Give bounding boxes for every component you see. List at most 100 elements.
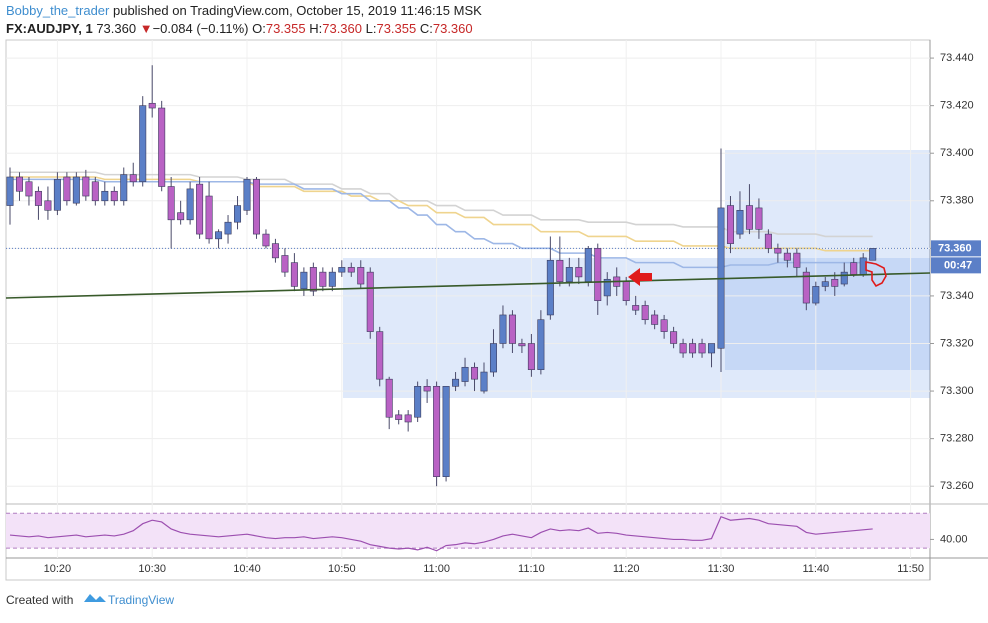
- candle-body: [603, 278, 611, 297]
- tv-logo: [84, 594, 106, 602]
- header: Bobby_the_trader published on TradingVie…: [6, 3, 482, 18]
- last-price-label: 73.360: [938, 242, 972, 254]
- candle-body: [423, 386, 431, 392]
- candle-body: [546, 259, 554, 316]
- y-tick-label: 73.280: [940, 433, 974, 445]
- candle-body: [215, 231, 223, 240]
- candle-body: [480, 371, 488, 392]
- x-tick-label: 10:30: [138, 563, 166, 575]
- candle-body: [129, 174, 137, 183]
- candle-body: [575, 267, 583, 278]
- hand-annotation[interactable]: [865, 261, 887, 288]
- candle-body: [414, 386, 422, 418]
- y-tick-label: 73.260: [940, 480, 974, 492]
- candle-body: [812, 286, 820, 304]
- y-tick-label: 73.420: [940, 100, 974, 112]
- y-tick-label: 73.400: [940, 147, 974, 159]
- candle-body: [25, 181, 33, 197]
- candle-body: [366, 271, 374, 332]
- candle-body: [632, 305, 640, 311]
- candle-body: [622, 281, 630, 301]
- candle-body: [271, 243, 279, 259]
- author[interactable]: Bobby_the_trader: [6, 3, 110, 18]
- candle-body: [224, 221, 232, 235]
- candle-body: [148, 102, 156, 109]
- h-value: 73.360: [322, 21, 362, 36]
- c-value: 73.360: [433, 21, 473, 36]
- x-tick-label: 11:40: [802, 563, 829, 575]
- price: 73.360: [96, 21, 136, 36]
- h-key: H:: [309, 21, 322, 36]
- candle-body: [120, 174, 128, 202]
- x-tick-label: 10:20: [44, 563, 72, 575]
- candle-body: [840, 271, 848, 285]
- candle-body: [404, 414, 412, 423]
- range-box[interactable]: [725, 150, 930, 370]
- trend-line[interactable]: [5, 272, 931, 299]
- candle-body: [44, 200, 52, 211]
- candle-body: [565, 267, 573, 282]
- candle-body: [110, 190, 118, 202]
- candle-body: [196, 183, 204, 235]
- change-arrow: ▼: [140, 21, 153, 36]
- candle-body: [205, 195, 213, 240]
- candle-body: [689, 343, 697, 354]
- candle-body: [376, 331, 384, 380]
- candle-body: [82, 176, 90, 197]
- candle-body: [243, 179, 251, 211]
- candle-body: [461, 366, 469, 382]
- y-tick-label: 73.380: [940, 195, 974, 207]
- arrow-annotation[interactable]: [628, 268, 652, 286]
- candle-body: [537, 319, 545, 370]
- rsi-band: [6, 513, 930, 549]
- candle-body: [395, 414, 403, 420]
- x-tick-label: 11:30: [708, 563, 735, 575]
- footer-created: Created with: [6, 593, 73, 607]
- candle-body: [158, 107, 166, 187]
- candle-body: [745, 205, 753, 230]
- candle-body: [452, 378, 460, 387]
- y-tick-label: 73.320: [940, 337, 974, 349]
- candle-body: [309, 267, 317, 292]
- candle-body: [91, 181, 99, 202]
- candle-body: [670, 331, 678, 344]
- candle-body: [319, 271, 327, 287]
- candle-body: [518, 343, 526, 347]
- candle-body: [641, 305, 649, 321]
- candle-body: [736, 209, 744, 235]
- candle-body: [774, 248, 782, 254]
- candle-body: [755, 207, 763, 230]
- candle-body: [499, 314, 507, 344]
- candle-body: [660, 319, 668, 332]
- candle-body: [262, 233, 270, 247]
- candle-body: [508, 314, 516, 344]
- candle-body: [338, 267, 346, 273]
- l-key: L:: [366, 21, 377, 36]
- candle-body: [186, 188, 194, 221]
- footer-brand[interactable]: TradingView: [108, 593, 174, 607]
- candle-body: [594, 248, 602, 301]
- candle-body: [328, 271, 336, 287]
- candle-body: [6, 176, 14, 206]
- candle-body: [252, 179, 260, 235]
- candle-body: [34, 190, 42, 206]
- x-tick-label: 10:50: [328, 563, 356, 575]
- moving-average: [10, 176, 873, 252]
- change: −0.084 (−0.11%): [153, 21, 249, 36]
- candle-body: [15, 176, 23, 192]
- candle-body: [793, 252, 801, 268]
- c-key: C:: [420, 21, 433, 36]
- moving-average: [10, 178, 873, 269]
- candle-body: [357, 267, 365, 285]
- candle-body: [584, 248, 592, 282]
- candle-body: [489, 343, 497, 373]
- candle-body: [300, 271, 308, 290]
- o-value: 73.355: [266, 21, 306, 36]
- candle-body: [72, 176, 80, 204]
- candle-body: [783, 252, 791, 261]
- candle-body: [764, 233, 772, 249]
- candle-body: [177, 212, 185, 221]
- l-value: 73.355: [376, 21, 416, 36]
- x-tick-label: 10:40: [233, 563, 261, 575]
- symbol: FX:AUDJPY, 1: [6, 21, 93, 36]
